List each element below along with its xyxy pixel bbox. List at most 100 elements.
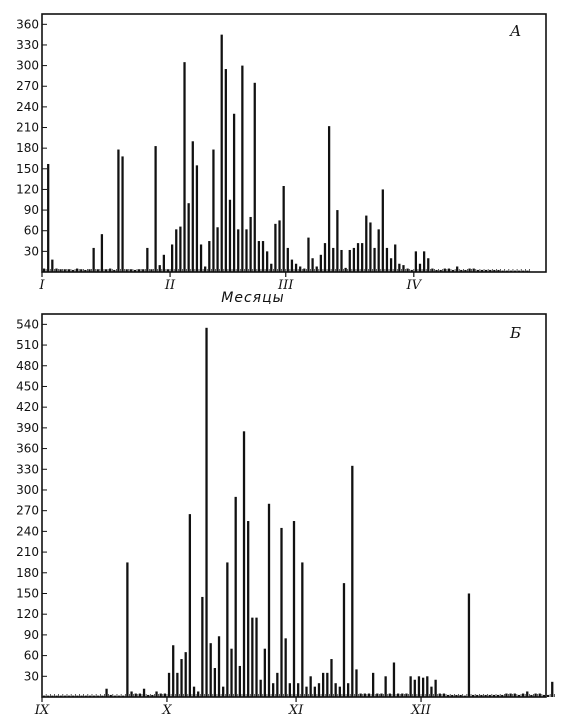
bar (288, 683, 291, 697)
bar (501, 694, 504, 697)
bar (97, 695, 100, 697)
bar (109, 694, 112, 697)
bar (204, 266, 207, 272)
bar (493, 269, 496, 272)
bar (142, 269, 145, 272)
bar (496, 694, 500, 697)
y-tick-label: 210 (16, 121, 39, 135)
bar (394, 244, 397, 272)
bar (247, 521, 250, 697)
month-label: IX (34, 703, 50, 718)
bar (521, 693, 525, 697)
bar (251, 617, 254, 697)
y-tick-label: 120 (16, 182, 39, 196)
bar (176, 672, 179, 697)
bar (476, 269, 479, 272)
bar (456, 266, 459, 272)
bar (315, 266, 318, 272)
bar (401, 693, 404, 697)
bar (59, 269, 62, 272)
bar (447, 268, 451, 272)
bar (154, 146, 157, 272)
bar (142, 688, 146, 697)
bar (249, 216, 252, 272)
bar (355, 669, 358, 697)
bar (63, 269, 66, 272)
bar (238, 665, 241, 697)
bar (409, 676, 412, 697)
bar (402, 265, 405, 272)
bar (340, 249, 343, 272)
bar (292, 521, 296, 697)
bar (162, 254, 166, 272)
bar (385, 247, 389, 272)
bar (352, 247, 356, 272)
bar (538, 693, 541, 697)
bar (377, 229, 380, 272)
bar (398, 263, 401, 272)
bar (209, 643, 212, 697)
bar (309, 676, 312, 697)
bar (356, 243, 360, 272)
bar (551, 681, 554, 697)
bar (307, 237, 310, 272)
month-label: IV (406, 278, 423, 293)
y-tick-label: 90 (24, 628, 39, 642)
bar (367, 693, 371, 697)
y-tick-label: 240 (16, 100, 39, 114)
bar (158, 265, 161, 272)
bar (170, 244, 174, 272)
bar (417, 676, 421, 697)
bar (122, 695, 125, 697)
month-label: I (38, 278, 45, 293)
bar (113, 695, 117, 697)
bar (51, 259, 54, 272)
y-tick-label: 30 (24, 669, 39, 683)
bar (92, 247, 95, 272)
bar (376, 693, 379, 697)
bar (195, 165, 199, 272)
bar (414, 251, 418, 272)
bar (47, 163, 50, 272)
bar (42, 695, 46, 697)
y-tick-label: 480 (16, 359, 39, 373)
bar (230, 648, 233, 697)
bar (51, 695, 54, 697)
bar (546, 694, 550, 697)
bar (439, 269, 442, 272)
bar (421, 677, 425, 697)
bar (109, 268, 112, 272)
bar (228, 199, 232, 272)
bar (338, 686, 341, 697)
bar (47, 695, 50, 697)
bar (266, 251, 269, 272)
bar (245, 229, 248, 272)
bar (430, 686, 433, 697)
bar (427, 258, 430, 272)
bar (126, 562, 129, 697)
bar (526, 691, 529, 697)
bar (451, 694, 454, 697)
x-axis-label: Месяцы (221, 290, 284, 306)
bar (105, 688, 108, 697)
bar (259, 679, 262, 697)
bar (117, 149, 120, 272)
bar (442, 693, 446, 697)
bar (76, 695, 79, 697)
bar (365, 215, 368, 272)
bar (175, 229, 178, 272)
bar (151, 694, 154, 697)
bar (147, 694, 150, 697)
bar (88, 695, 92, 697)
y-tick-label: 30 (24, 244, 39, 258)
bar (263, 648, 266, 697)
bar (505, 693, 508, 697)
bar (317, 683, 321, 697)
bar (113, 269, 116, 272)
bar (476, 694, 479, 697)
y-tick-label: 150 (16, 586, 39, 600)
bar (509, 693, 512, 697)
bar (513, 693, 516, 697)
bar (451, 269, 455, 272)
